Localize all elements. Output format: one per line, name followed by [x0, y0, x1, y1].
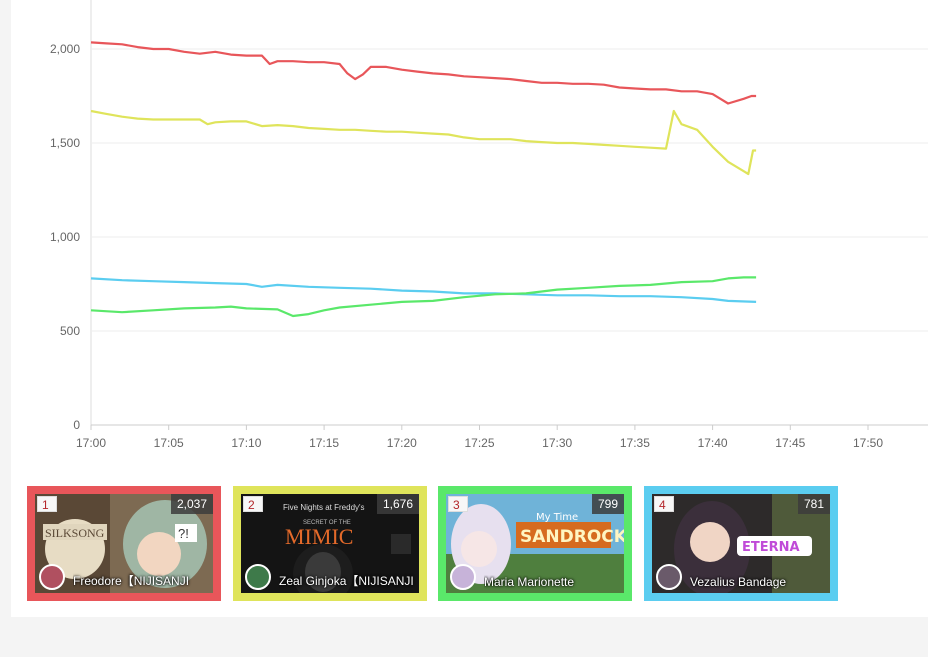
avatar — [656, 564, 682, 590]
chart-grid — [90, 0, 928, 426]
svg-text:?!: ?! — [178, 526, 189, 541]
x-tick-label: 17:15 — [309, 436, 339, 450]
x-tick-label: 17:35 — [620, 436, 650, 450]
svg-text:ETERNA: ETERNA — [742, 540, 800, 555]
stream-thumbnail-frame: ETERNA 4 781 Vezalius Bandage — [652, 494, 830, 593]
y-tick-label: 2,000 — [50, 42, 80, 56]
viewer-line-chart: 0 500 1,000 1,500 2,000 17:00 17:05 17:10 17:15… — [50, 0, 928, 450]
stream-thumbnail-frame: SANDROCK My Time 3 799 Maria Marionette — [446, 494, 624, 593]
avatar — [450, 564, 476, 590]
series-line-2 — [90, 109, 757, 176]
x-axis-ticks: 17:00 17:05 17:10 17:15 17:20 17:25 17:30 17:35… — [76, 425, 883, 450]
viewer-count: 799 — [591, 494, 624, 514]
streamer-name: Vezalius Bandage — [690, 575, 787, 589]
x-tick-label: 17:50 — [853, 436, 883, 450]
series-line-3 — [90, 277, 757, 303]
svg-text:SECRET OF THE: SECRET OF THE — [303, 520, 351, 526]
series-line-1 — [90, 41, 757, 105]
stream-card[interactable]: Five Nights at Freddy's SECRET OF THE MI… — [233, 486, 427, 601]
avatar — [39, 564, 65, 590]
svg-text:Five Nights at Freddy's: Five Nights at Freddy's — [283, 503, 365, 512]
x-tick-label: 17:00 — [76, 436, 106, 450]
rank-badge: 4 — [654, 496, 674, 512]
x-tick-label: 17:25 — [464, 436, 494, 450]
x-tick-label: 17:10 — [231, 436, 261, 450]
chart-series — [90, 41, 757, 318]
streamer-name: Zeal Ginjoka【NIJISANJI — [279, 574, 414, 588]
x-tick-label: 17:30 — [542, 436, 572, 450]
rank-badge: 3 — [448, 496, 468, 512]
x-tick-label: 17:40 — [698, 436, 728, 450]
svg-text:My Time: My Time — [536, 512, 578, 523]
viewer-count: 781 — [797, 494, 830, 514]
y-tick-label: 0 — [73, 418, 80, 432]
rank-badge: 1 — [37, 496, 57, 512]
stream-thumbnail-frame: SILKSONG ?! 1 2,037 Freodore【NIJISANJI — [35, 494, 213, 593]
y-axis-ticks: 0 500 1,000 1,500 2,000 — [50, 42, 80, 432]
y-tick-label: 500 — [60, 324, 80, 338]
series-line-4 — [90, 276, 757, 318]
avatar — [245, 564, 271, 590]
viewer-count: 2,037 — [170, 494, 213, 514]
svg-text:SANDROCK: SANDROCK — [520, 527, 624, 547]
x-tick-label: 17:45 — [775, 436, 805, 450]
stream-thumbnail-frame: Five Nights at Freddy's SECRET OF THE MI… — [241, 494, 419, 593]
x-tick-label: 17:05 — [154, 436, 184, 450]
x-tick-label: 17:20 — [387, 436, 417, 450]
streamer-name: Maria Marionette — [484, 575, 575, 589]
rank-badge: 2 — [243, 496, 263, 512]
stream-card[interactable]: SANDROCK My Time 3 799 Maria Marionette — [438, 486, 632, 601]
streamer-name: Freodore【NIJISANJI — [73, 574, 190, 588]
stream-card[interactable]: SILKSONG ?! 1 2,037 Freodore【NIJISANJI — [27, 486, 221, 601]
y-tick-label: 1,500 — [50, 136, 80, 150]
stream-card[interactable]: ETERNA 4 781 Vezalius Bandage — [644, 486, 838, 601]
y-tick-label: 1,000 — [50, 230, 80, 244]
viewer-count: 1,676 — [376, 494, 419, 514]
svg-text:SILKSONG: SILKSONG — [45, 526, 105, 540]
